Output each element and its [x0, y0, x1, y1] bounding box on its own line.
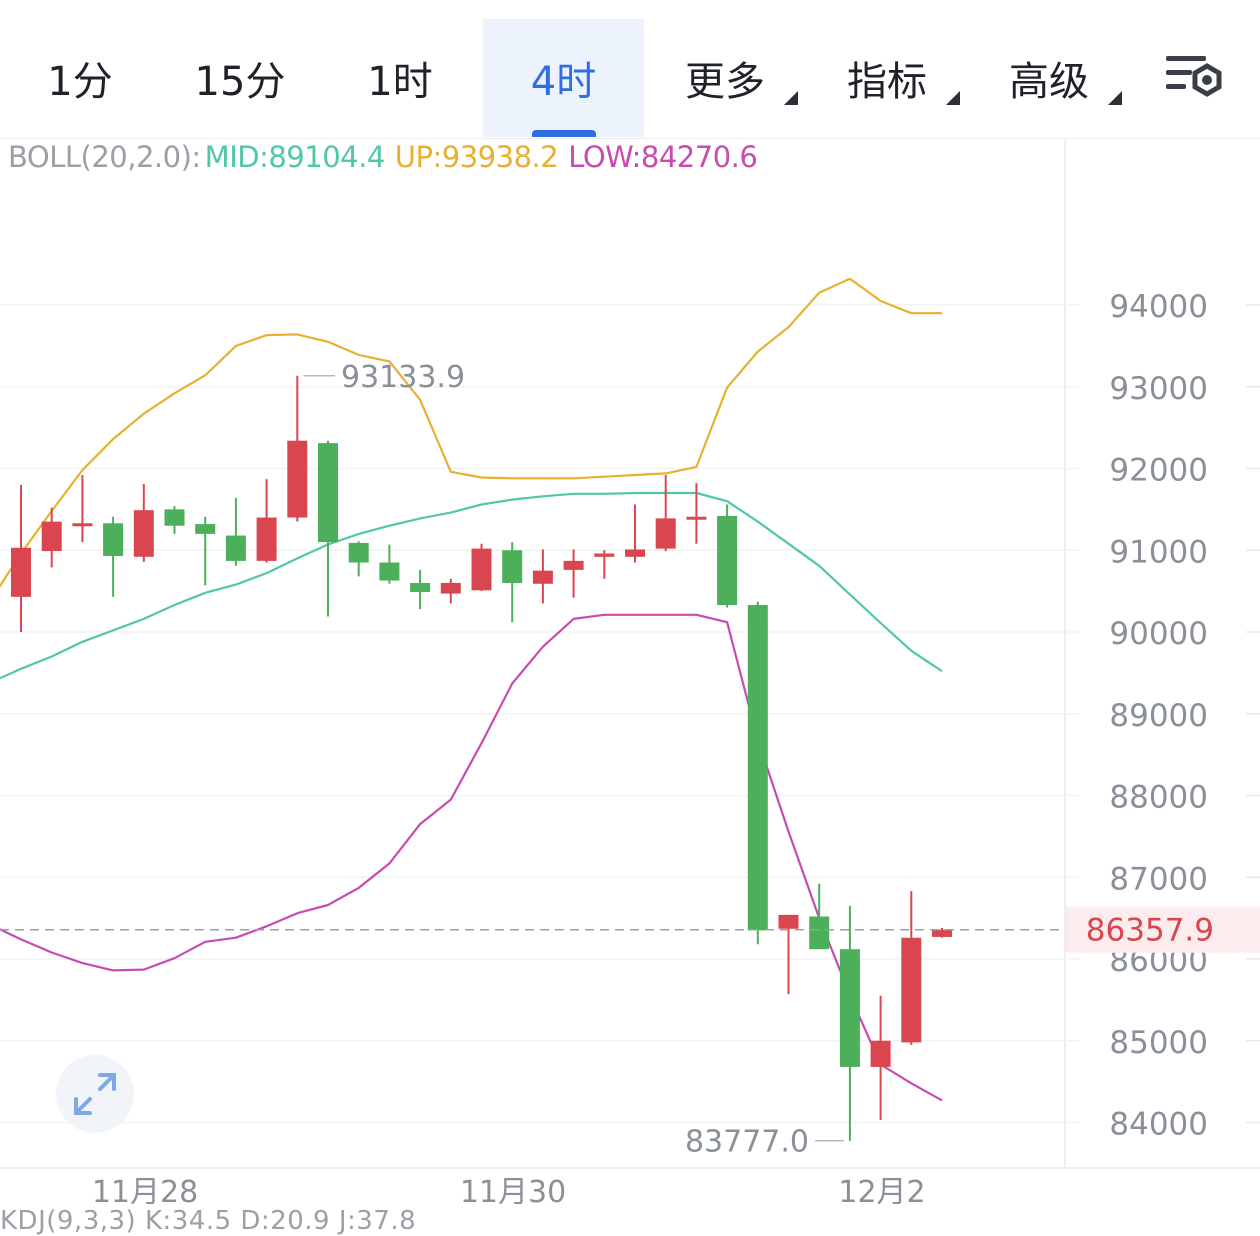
x-tick-label: 11月28 — [92, 1175, 198, 1204]
candle-body-down — [225, 535, 246, 561]
boll-low-value: LOW:84270.6 — [568, 140, 758, 174]
dropdown-caret-icon — [784, 91, 798, 105]
candle-body-down — [502, 550, 523, 583]
boll-up-value: UP:93938.2 — [394, 140, 559, 174]
timeframe-tab-bar: 1分 15分 1时 4时 更多 指标 高级 — [0, 0, 1260, 139]
y-tick-label: 89000 — [1109, 698, 1208, 734]
y-tick-label: 84000 — [1109, 1107, 1208, 1143]
boll-mid-value: MID:89104.4 — [204, 140, 386, 174]
tab-label: 高级 — [1009, 59, 1089, 105]
dropdown-caret-icon — [946, 91, 960, 105]
candle-body-up — [41, 521, 62, 552]
boll-legend: BOLL(20,2.0): MID:89104.4 UP:93938.2 LOW:84… — [8, 140, 767, 174]
candle-body-up — [594, 553, 615, 557]
candle-body-up — [655, 518, 676, 549]
y-tick-label: 87000 — [1109, 861, 1208, 897]
expand-chart-button[interactable] — [56, 1055, 134, 1133]
current-price-tag — [1066, 906, 1260, 953]
candle-body-up — [72, 523, 93, 527]
candle-body-down — [103, 523, 124, 556]
candle-body-down — [348, 542, 369, 563]
kdj-legend: KDJ(9,3,3) K:34.5 D:20.9 J:37.8 — [0, 1206, 417, 1236]
tab-indicators[interactable]: 指标 — [832, 19, 962, 137]
current-price-label: 86357.9 — [1086, 913, 1214, 949]
y-tick-label: 85000 — [1109, 1025, 1208, 1061]
low-price-label: 83777.0 — [685, 1125, 809, 1160]
tab-label: 15分 — [194, 59, 286, 105]
dropdown-caret-icon — [1108, 91, 1122, 105]
y-tick-label: 90000 — [1109, 616, 1208, 652]
candle-body-up — [870, 1040, 891, 1067]
tab-1hour[interactable]: 1时 — [340, 19, 460, 137]
candle-body-up — [901, 937, 922, 1043]
chart-settings-icon[interactable] — [1160, 50, 1230, 110]
tab-label: 4时 — [530, 59, 597, 105]
tab-label: 1时 — [367, 59, 433, 105]
candle-body-up — [686, 516, 707, 520]
candlestick-chart[interactable]: 94000 93000 92000 91000 90000 89000 88000 87000… — [0, 138, 1260, 1204]
candle-body-down — [839, 949, 860, 1067]
candle-body-down — [747, 605, 768, 931]
boll-name: BOLL(20,2.0): — [8, 140, 201, 174]
tab-label: 指标 — [847, 59, 927, 105]
candle-body-up — [932, 929, 952, 937]
tab-4hour[interactable]: 4时 — [483, 19, 644, 137]
y-tick-label: 94000 — [1109, 289, 1208, 325]
boll-mid-line — [0, 491, 943, 680]
y-tick-label: 92000 — [1109, 453, 1208, 489]
y-tick-label: 93000 — [1109, 371, 1208, 407]
candle-body-up — [625, 549, 645, 557]
candle-body-up — [778, 914, 799, 929]
candle-body-down — [195, 524, 216, 534]
tab-15min[interactable]: 15分 — [170, 19, 310, 137]
y-tick-label: 88000 — [1109, 780, 1208, 816]
active-tab-indicator — [531, 130, 596, 137]
candle-body-up — [563, 560, 584, 570]
tab-advanced[interactable]: 高级 — [994, 19, 1124, 137]
y-tick-label: 91000 — [1109, 534, 1208, 570]
candle-body-down — [379, 562, 400, 581]
candle-body-up — [532, 570, 553, 584]
tab-label: 更多 — [685, 59, 765, 105]
tab-more[interactable]: 更多 — [670, 19, 800, 137]
high-price-label: 93133.9 — [341, 360, 465, 395]
candle-body-up — [471, 548, 492, 591]
x-tick-label: 12月2 — [838, 1175, 925, 1204]
candle-body-up — [287, 440, 308, 518]
tab-label: 1分 — [47, 59, 113, 105]
candle-body-down — [410, 582, 431, 592]
candle-body-down — [318, 443, 338, 543]
x-tick-label: 11月30 — [460, 1175, 566, 1204]
expand-arrows-icon — [74, 1073, 116, 1115]
candle-body-down — [717, 515, 738, 606]
candle-body-up — [440, 582, 461, 594]
boll-upper-line — [0, 277, 942, 588]
candle-body-up — [11, 547, 31, 597]
tab-1min[interactable]: 1分 — [20, 19, 140, 137]
candle-body-up — [256, 517, 277, 561]
boll-lower-line — [0, 613, 943, 1102]
candle-body-down — [809, 916, 830, 950]
candle-body-up — [133, 510, 154, 557]
candle-body-down — [164, 509, 185, 526]
